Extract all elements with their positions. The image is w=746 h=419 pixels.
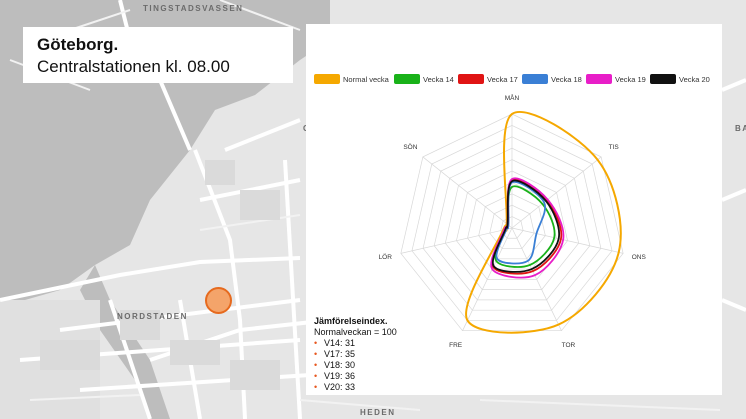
- radar-axis-label: TIS: [609, 144, 620, 151]
- radar-data-point: [534, 274, 536, 276]
- radar-data-point: [557, 323, 560, 326]
- radar-data-point: [493, 265, 495, 267]
- map-label-nordstaden: NORDSTADEN: [117, 312, 188, 321]
- comparison-item-text: V14: 31: [324, 338, 356, 348]
- comparison-item: • V14: 31: [314, 338, 397, 349]
- radar-data-point: [511, 180, 513, 182]
- radar-spoke: [511, 227, 624, 254]
- legend-swatch: [458, 74, 484, 84]
- map-label-heden: HEDEN: [360, 408, 396, 417]
- bullet-icon: •: [314, 349, 318, 359]
- radar-grid-ring: [489, 204, 535, 249]
- radar-data-point: [553, 237, 555, 239]
- radar-data-point: [511, 178, 513, 180]
- legend-label: Vecka 19: [615, 75, 646, 84]
- radar-data-point: [511, 113, 513, 115]
- map-label-tingstadsvassen: TINGSTADSVASSEN: [143, 4, 244, 13]
- legend-swatch: [394, 74, 420, 84]
- radar-spoke: [422, 156, 513, 229]
- radar-grid-ring: [478, 193, 546, 260]
- radar-grid-ring: [456, 170, 568, 280]
- legend-swatch: [586, 74, 612, 84]
- station-subtitle: Centralstationen kl. 08.00: [37, 57, 230, 76]
- chart-panel: Normal vecka Vecka 14 Vecka 17 Vecka 18 Veck…: [306, 24, 722, 395]
- radar-data-point: [558, 238, 560, 240]
- comparison-baseline: Normalveckan = 100: [314, 327, 397, 337]
- radar-axis-label: SÖN: [403, 143, 417, 151]
- radar-grid-ring: [444, 159, 580, 290]
- radar-grid-ring: [433, 147, 591, 301]
- radar-data-point: [547, 198, 549, 201]
- comparison-heading: Jämförelseindex.: [314, 316, 388, 326]
- bullet-icon: •: [314, 382, 318, 392]
- radar-data-point: [531, 268, 533, 270]
- comparison-item: • V19: 36: [314, 371, 397, 382]
- comparison-index: Jämförelseindex. Normalveckan = 100 • V14…: [314, 316, 397, 393]
- map-blocks: [40, 160, 280, 390]
- radar-data-point: [496, 258, 498, 260]
- radar-axis-label: LÖR: [379, 253, 393, 261]
- chart-legend: Normal vecka Vecka 14 Vecka 17 Vecka 18 Veck…: [314, 74, 718, 86]
- radar-spoke: [511, 227, 562, 331]
- radar-data-point: [527, 260, 529, 262]
- station-marker[interactable]: [205, 287, 232, 314]
- radar-series-vecka-20: [491, 179, 561, 273]
- radar-axis-label: TOR: [562, 342, 576, 349]
- title-card: Göteborg. Centralstationen kl. 08.00: [23, 27, 293, 83]
- radar-axis-label: MÅN: [505, 93, 520, 102]
- radar-data-point: [511, 186, 513, 188]
- radar-grid-ring: [500, 216, 524, 239]
- legend-label: Vecka 20: [679, 75, 710, 84]
- radar-chart: MÅN TIS ONS TOR FRE LÖR SÖN: [379, 93, 647, 349]
- radar-data-point: [529, 264, 531, 266]
- radar-data-point: [543, 201, 545, 204]
- comparison-item-text: V18: 30: [324, 360, 356, 370]
- radar-grid-ring: [400, 113, 624, 332]
- radar-grid-ring: [411, 125, 613, 321]
- radar-spoke: [400, 227, 513, 254]
- radar-data-point: [545, 200, 547, 202]
- radar-data-point: [532, 270, 534, 272]
- radar-spoke: [462, 227, 513, 331]
- radar-data-point: [560, 238, 562, 240]
- radar-data-point: [618, 251, 620, 253]
- comparison-item: • V20: 33: [314, 382, 397, 393]
- bullet-icon: •: [314, 338, 318, 348]
- radar-grid-ring: [422, 136, 602, 311]
- radar-axis-label: FRE: [449, 342, 463, 349]
- comparison-item-text: V20: 33: [324, 382, 356, 392]
- legend-swatch: [314, 74, 340, 84]
- legend-swatch: [522, 74, 548, 84]
- comparison-item-text: V17: 35: [324, 349, 356, 359]
- radar-series-vecka-17: [491, 178, 563, 275]
- city-title: Göteborg.: [37, 35, 119, 54]
- radar-series-vecka-18: [495, 180, 546, 265]
- radar-data-point: [504, 228, 506, 231]
- legend-label: Normal vecka: [343, 75, 389, 84]
- comparison-item: • V18: 30: [314, 360, 397, 371]
- radar-data-point: [562, 239, 564, 241]
- radar-data-point: [506, 223, 509, 226]
- legend-swatch: [650, 74, 676, 84]
- radar-data-point: [491, 268, 493, 270]
- radar-axis-label: ONS: [632, 254, 647, 261]
- radar-data-point: [541, 203, 543, 205]
- comparison-item: • V17: 35: [314, 349, 397, 360]
- radar-spoke: [511, 156, 602, 229]
- legend-label: Vecka 14: [423, 75, 454, 84]
- legend-label: Vecka 18: [551, 75, 582, 84]
- radar-data-point: [596, 159, 599, 161]
- radar-data-point: [535, 232, 538, 235]
- comparison-list: • V14: 31 • V17: 35 • V18: 30 • V19: 36 • V20…: [314, 338, 397, 393]
- map-label-edge-ba: BA: [735, 124, 746, 133]
- bullet-icon: •: [314, 371, 318, 381]
- bullet-icon: •: [314, 360, 318, 370]
- radar-data-point: [495, 260, 497, 262]
- legend-label: Vecka 17: [487, 75, 518, 84]
- radar-data-point: [466, 319, 469, 322]
- comparison-item-text: V19: 36: [324, 371, 356, 381]
